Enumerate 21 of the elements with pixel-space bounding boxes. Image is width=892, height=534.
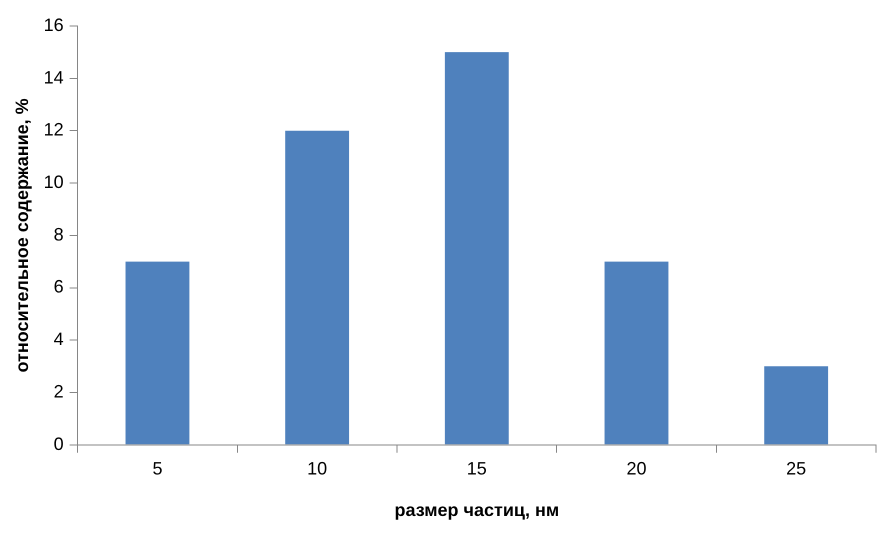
y-axis-title: относительное содержание, % [12, 98, 32, 372]
bar [764, 366, 828, 444]
y-tick-label: 10 [44, 172, 64, 192]
bar [604, 262, 668, 444]
bar [444, 52, 509, 444]
bar [285, 130, 350, 444]
y-tick-label: 2 [54, 381, 64, 402]
x-tick-label: 5 [152, 458, 162, 479]
y-tick-label: 14 [44, 67, 64, 88]
y-tick-label: 6 [54, 276, 64, 297]
y-tick-label: 16 [44, 14, 64, 35]
y-tick-label: 0 [54, 434, 64, 454]
bar [126, 262, 190, 444]
y-tick-label: 4 [54, 329, 64, 350]
x-tick-label: 20 [626, 458, 646, 479]
x-tick-label: 10 [307, 458, 328, 479]
x-tick-label: 15 [466, 458, 487, 479]
y-tick-label: 8 [54, 224, 64, 244]
x-axis-title: размер частиц, нм [394, 500, 560, 520]
y-tick-label: 12 [44, 120, 64, 140]
x-tick-label: 25 [786, 458, 806, 479]
